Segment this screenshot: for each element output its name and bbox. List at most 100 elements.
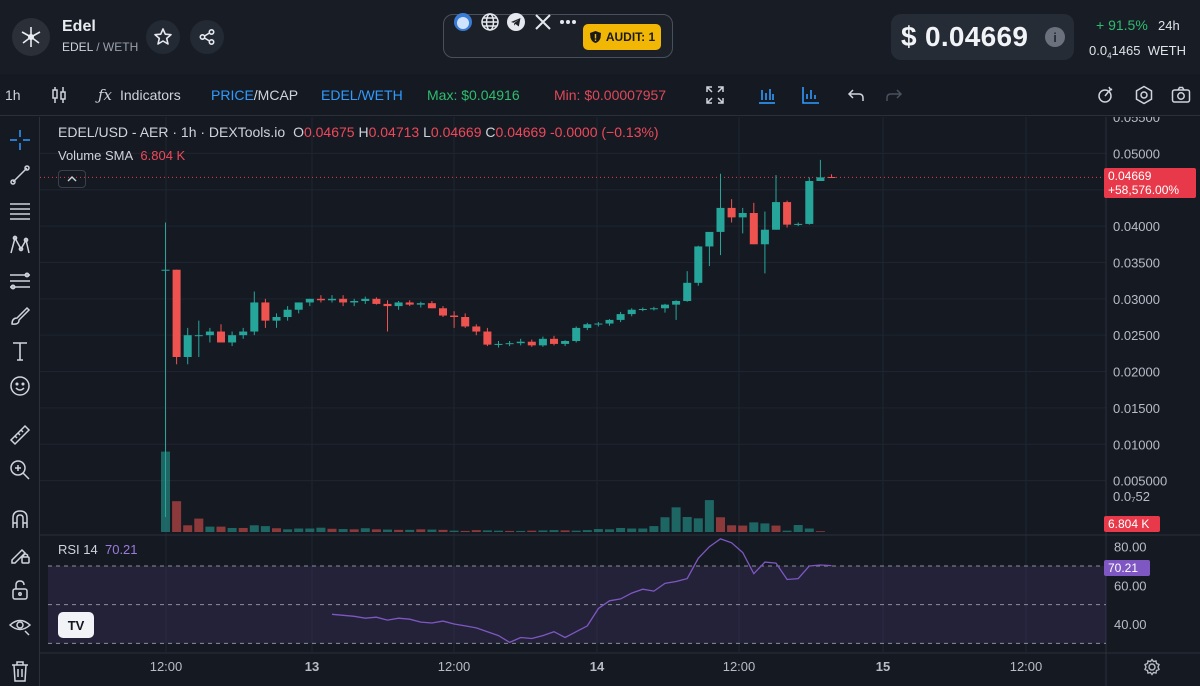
screenshot-button[interactable] <box>1170 84 1192 106</box>
pencil-lock-icon <box>11 548 30 564</box>
undo-button[interactable] <box>845 84 867 106</box>
rsi-axis[interactable]: 80.00 60.00 40.00 <box>1114 540 1147 632</box>
volume-bar <box>183 525 193 532</box>
trendline-tool[interactable] <box>8 163 32 187</box>
weth-unit: WETH <box>1147 43 1186 58</box>
fullscreen-icon <box>706 86 724 104</box>
mcap-mode[interactable]: /MCAP <box>253 87 299 103</box>
lock-tool[interactable] <box>8 578 32 602</box>
candle-body <box>217 331 225 343</box>
eye-icon <box>9 619 31 636</box>
collapse-legend-button[interactable] <box>58 170 86 188</box>
volume-bar <box>327 528 337 532</box>
candle-body <box>161 269 170 271</box>
volume-bar <box>194 518 204 532</box>
rsi-tag: 70.21 <box>1104 560 1150 576</box>
candle-body <box>638 309 647 310</box>
interval-selector[interactable]: 1h <box>5 87 21 103</box>
horizontal-lines-tool[interactable] <box>8 198 32 222</box>
lock-drawing-tool[interactable] <box>8 542 32 566</box>
redo-button[interactable] <box>883 84 905 106</box>
price-tick-label: 0.04000 <box>1113 219 1160 234</box>
emoji-tool[interactable] <box>8 374 32 398</box>
volume-bar <box>360 528 370 532</box>
pair-separator: / <box>92 40 103 54</box>
pattern-tool[interactable] <box>8 233 32 257</box>
chart-settings-button[interactable] <box>1094 84 1116 106</box>
trendline-icon <box>10 165 30 185</box>
candle-body <box>572 327 581 341</box>
website-link[interactable] <box>480 12 500 32</box>
candle-body <box>505 343 514 345</box>
smiley-icon <box>10 376 30 396</box>
ohlc-legend: EDEL/USD - AER · 1h · DEXTools.io O0.046… <box>58 124 659 140</box>
compare-chart-icon <box>802 87 819 104</box>
volume-bar <box>172 501 182 532</box>
change-period: 24h <box>1158 18 1180 33</box>
telegram-link[interactable] <box>506 12 526 32</box>
volume-bar <box>438 529 448 532</box>
zoom-tool[interactable] <box>8 458 32 482</box>
volume-bar <box>527 530 537 532</box>
fib-tool[interactable] <box>8 269 32 293</box>
tradingview-logo[interactable]: TV <box>58 612 94 638</box>
candle-body <box>416 303 425 305</box>
price-tick-label: 0.0₇52 <box>1113 489 1150 504</box>
fullscreen-button[interactable] <box>704 84 726 106</box>
text-tool[interactable] <box>8 339 32 363</box>
visibility-tool[interactable] <box>8 613 32 637</box>
candle-body <box>394 302 403 307</box>
pair-toggle[interactable]: EDEL/WETH <box>321 87 403 103</box>
zoom-in-icon <box>10 460 30 480</box>
aerodrome-link[interactable] <box>453 12 473 32</box>
indicators-button[interactable]: Indicators <box>120 87 181 103</box>
share-button[interactable] <box>190 20 224 54</box>
x-link[interactable] <box>533 12 553 32</box>
open-value: 0.04675 <box>303 124 355 140</box>
volume-bar <box>516 530 526 532</box>
volume-bar <box>593 529 603 532</box>
volume-bar <box>605 529 614 532</box>
candle-body <box>361 298 370 301</box>
volume-bar <box>427 529 437 532</box>
audit-badge[interactable]: AUDIT: 1 <box>583 24 661 50</box>
price-mode[interactable]: PRICE <box>211 87 254 103</box>
crosshair-tool[interactable] <box>8 128 32 152</box>
price-chart[interactable]: 0.055000.050000.045000.040000.035000.030… <box>40 117 1200 686</box>
x-icon <box>535 14 551 30</box>
bar-chart-button[interactable] <box>756 84 778 106</box>
candle-body <box>283 309 292 317</box>
candle-body <box>594 323 603 325</box>
magnet-tool[interactable] <box>8 507 32 531</box>
volume-bar <box>782 530 792 532</box>
price-axis[interactable]: 0.055000.050000.045000.040000.035000.030… <box>1113 117 1167 504</box>
volume-tag: 6.804 K <box>1104 516 1160 532</box>
price-tick-label: 0.03500 <box>1113 255 1160 270</box>
close-value: 0.04669 <box>495 124 547 140</box>
brush-icon <box>11 306 31 325</box>
settings-button[interactable] <box>1133 84 1155 106</box>
candle-body <box>372 298 381 304</box>
volume-bar <box>349 529 359 532</box>
favorite-button[interactable] <box>146 20 180 54</box>
candle-body <box>772 202 780 230</box>
more-links-button[interactable] <box>558 12 578 32</box>
compare-button[interactable] <box>800 84 822 106</box>
chart-type-button[interactable] <box>48 84 70 106</box>
brush-tool[interactable] <box>8 304 32 328</box>
price-mcap-toggle[interactable]: PRICE/MCAP <box>211 87 298 103</box>
info-icon[interactable]: i <box>1045 27 1065 47</box>
ruler-tool[interactable] <box>8 423 32 447</box>
volume-bar <box>405 529 415 532</box>
candles-icon <box>52 87 66 103</box>
quote-symbol: WETH <box>102 40 139 54</box>
rsi-line <box>331 538 832 644</box>
change-value: -0.0000 (−0.13%) <box>550 124 659 140</box>
horizontal-lines-icon <box>10 203 30 220</box>
telegram-icon <box>507 13 525 31</box>
time-axis[interactable]: 12:00 13 12:00 14 12:00 15 12:00 <box>150 659 1043 674</box>
weth-price-digits: 1465 <box>1111 43 1141 58</box>
axis-settings-button[interactable] <box>1143 658 1163 678</box>
delete-tool[interactable] <box>8 659 32 683</box>
rsi-label: RSI 14 <box>58 542 98 557</box>
